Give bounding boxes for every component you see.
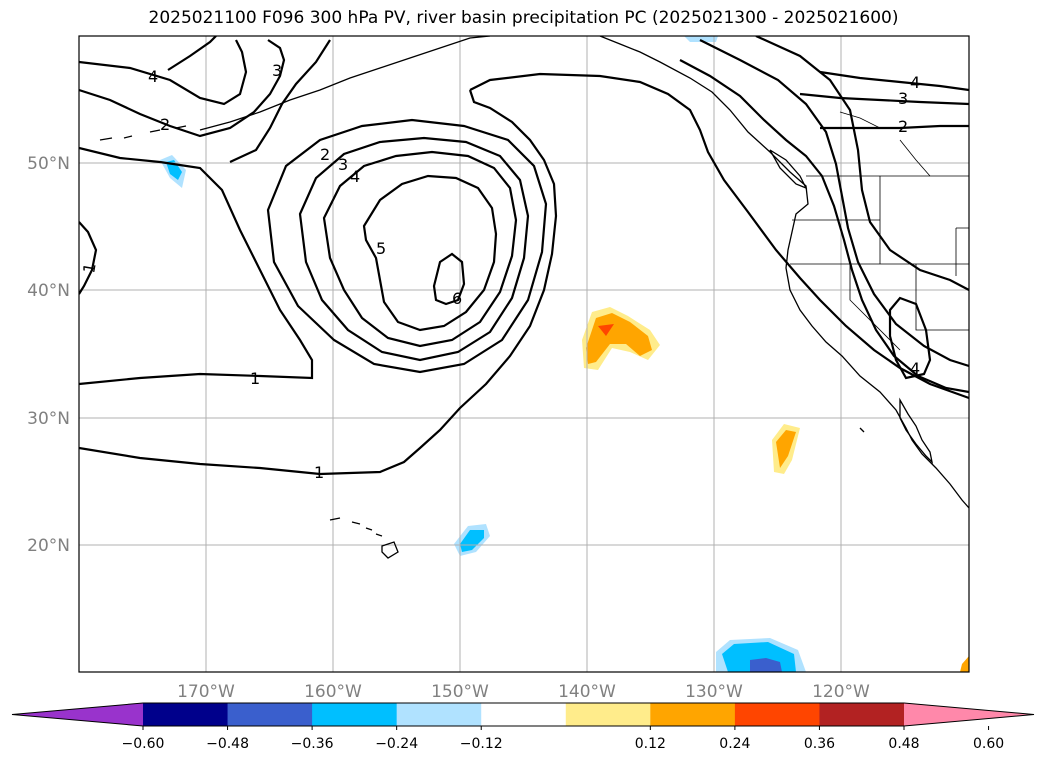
contour-label: 2 [320,145,330,164]
coastlines [99,36,969,559]
contour-label: 1 [314,463,324,482]
plot-frame [78,35,970,673]
contour-label: 2 [160,115,170,134]
lat-label: 20°N [27,536,70,556]
contour-label: 5 [376,239,386,258]
canada-interior-borders [839,111,931,177]
lat-label: 50°N [27,154,70,174]
pv-contour-3 [298,136,530,362]
lat-label: 30°N [27,409,70,429]
colorbar-tick-label: 0.48 [888,736,919,752]
precip-shading [160,36,969,672]
colorbar-segment [312,703,398,726]
contour-label: 3 [338,155,348,174]
precip-positive-area [960,656,969,672]
contour-label: 6 [452,289,462,308]
pv-contour-4-north [167,36,217,71]
contour-label: 3 [272,61,282,80]
pv-contour-4 [322,150,518,348]
pv-contour-2 [266,118,548,374]
colorbar-segment [819,703,905,726]
pv-contour-1-west [79,221,98,295]
colorbar-extend-high [904,703,1034,726]
lon-label: 120°W [812,682,870,702]
pv-contour-labels: 1 1 1 2 2 2 3 3 3 4 4 4 4 5 6 [79,61,920,482]
contour-label: 4 [910,359,920,378]
colorbar: −0.60 −0.48 −0.36 −0.24 −0.12 0.12 0.24 0.36 0.4… [11,702,1035,752]
lon-label: 150°W [431,682,489,702]
precip-negative-area [166,160,182,180]
pv-contour-ne-2 [820,124,969,130]
pv-contour-ne-3 [799,92,969,106]
contour-label: 1 [79,261,99,274]
north-america-coastline [599,36,969,509]
contour-label: 2 [898,117,908,136]
colorbar-tick-label: −0.48 [206,736,249,752]
hawaii-islands [329,517,399,559]
lon-tick-labels: 170°W 160°W 150°W 140°W 130°W 120°W [177,682,870,702]
pv-contour-6 [432,252,466,306]
precip-negative-area [460,530,484,552]
political-borders [790,111,969,351]
aleutian-islands [99,125,187,141]
contour-label: 1 [250,369,260,388]
contour-label: 3 [898,89,908,108]
colorbar-tick-label: 0.12 [635,736,666,752]
pv-contour-east-2 [679,59,969,394]
contour-label: 4 [148,67,158,86]
pv-contour-1-east [469,72,969,400]
lat-label: 40°N [27,281,70,301]
precip-negative-area [684,36,718,42]
pv-contour-2-north [79,39,286,138]
lon-label: 140°W [558,682,616,702]
pv-contour-5 [362,174,498,332]
colorbar-tick-label: −0.60 [122,736,165,752]
colorbar-tick-label: 0.36 [804,736,835,752]
pv-contour-sw-4 [888,296,932,380]
pv-contour-north-2b [229,39,331,163]
precip-positive-area [776,430,796,468]
pv-contour-1-south [79,89,558,476]
colorbar-tick-label: 0.60 [973,736,1004,752]
lat-tick-labels: 50°N 40°N 30°N 20°N [27,154,70,556]
map-title: 2025021100 F096 300 hPa PV, river basin … [148,8,899,28]
contour-label: 4 [910,73,920,92]
state-borders [790,176,969,351]
colorbar-tick-label: 0.24 [719,736,750,752]
pv-contour-1-outer [79,146,314,386]
colorbar-segment [481,703,567,726]
colorbar-extend-low [12,703,143,726]
colorbar-segment [143,703,229,726]
guadalupe-island [859,427,865,433]
plot-area: 1 1 1 2 2 2 3 3 3 4 4 4 4 5 6 [79,36,969,672]
colorbar-tick-label: −0.24 [375,736,418,752]
gridlines [79,36,969,672]
colorbar-segment [734,703,820,726]
pv-contour-ne-4 [819,70,969,92]
colorbar-tick-label: −0.12 [460,736,503,752]
colorbar-segment [227,703,313,726]
colorbar-segment [396,703,482,726]
pv-contour-3-north [79,39,248,106]
contour-label: 4 [350,167,360,186]
colorbar-tick-label: −0.36 [291,736,334,752]
precip-positive-area [598,324,614,336]
baja-peninsula [899,397,934,464]
pv-contour-east-3 [699,39,969,368]
colorbar-segment [565,703,651,726]
colorbar-segment [650,703,736,726]
lon-label: 160°W [304,682,362,702]
vancouver-island [769,149,808,190]
lon-label: 170°W [177,682,235,702]
pv-contours [79,36,969,476]
lon-label: 130°W [685,682,743,702]
precip-negative-area [750,658,782,672]
